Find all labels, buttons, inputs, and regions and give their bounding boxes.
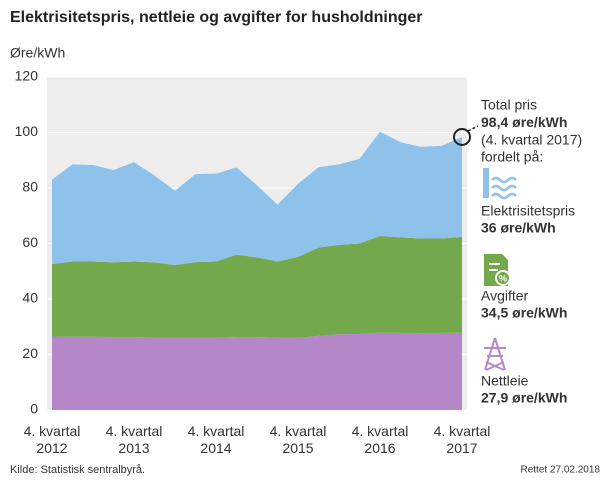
source: Kilde: Statistisk sentralbyrå. — [10, 464, 145, 476]
x-tick-label: 4. kvartal 2017 — [433, 423, 491, 456]
x-tick-label: 4. kvartal 2012 — [23, 423, 81, 456]
x-tick-label: 4. kvartal 2016 — [351, 423, 409, 456]
y-tick-label: 40 — [22, 290, 38, 306]
chart-title: Elektrisitetspris, nettleie og avgifter … — [10, 9, 423, 26]
legend-value: 27,9 øre/kWh — [481, 390, 567, 406]
annotation: Total pris — [481, 97, 537, 113]
y-tick-label: 20 — [22, 345, 38, 361]
y-tick-label: 80 — [22, 179, 38, 195]
y-axis-label: Øre/kWh — [10, 45, 65, 61]
legend-label: Nettleie — [481, 373, 529, 389]
legend-value: 36 øre/kWh — [481, 220, 556, 236]
legend-value: 34,5 øre/kWh — [481, 305, 567, 321]
legend-label: Avgifter — [481, 288, 529, 304]
y-tick-label: 100 — [15, 123, 39, 139]
y-tick-label: 0 — [30, 401, 38, 417]
icon-glyph: % — [499, 273, 507, 283]
icon-grid — [484, 337, 506, 371]
x-tick-label: 4. kvartal 2013 — [105, 423, 163, 456]
annotation: fordelt på: — [481, 149, 543, 165]
area — [52, 332, 462, 410]
area — [52, 131, 462, 266]
legend-label: Elektrisitetspris — [481, 203, 575, 219]
annotation: 98,4 øre/kWh — [481, 114, 567, 130]
icon-power — [483, 168, 517, 200]
y-tick-label: 120 — [15, 68, 39, 84]
total-marker — [453, 127, 471, 146]
x-tick-label: 4. kvartal 2014 — [187, 423, 245, 456]
x-tick-label: 4. kvartal 2015 — [269, 423, 327, 456]
icon-fees: % — [484, 254, 511, 286]
leader — [467, 125, 479, 132]
annotation: (4. kvartal 2017) — [481, 131, 582, 147]
note: Rettet 27.02.2018 — [520, 465, 600, 476]
y-tick-label: 60 — [22, 234, 38, 250]
area — [52, 236, 462, 338]
